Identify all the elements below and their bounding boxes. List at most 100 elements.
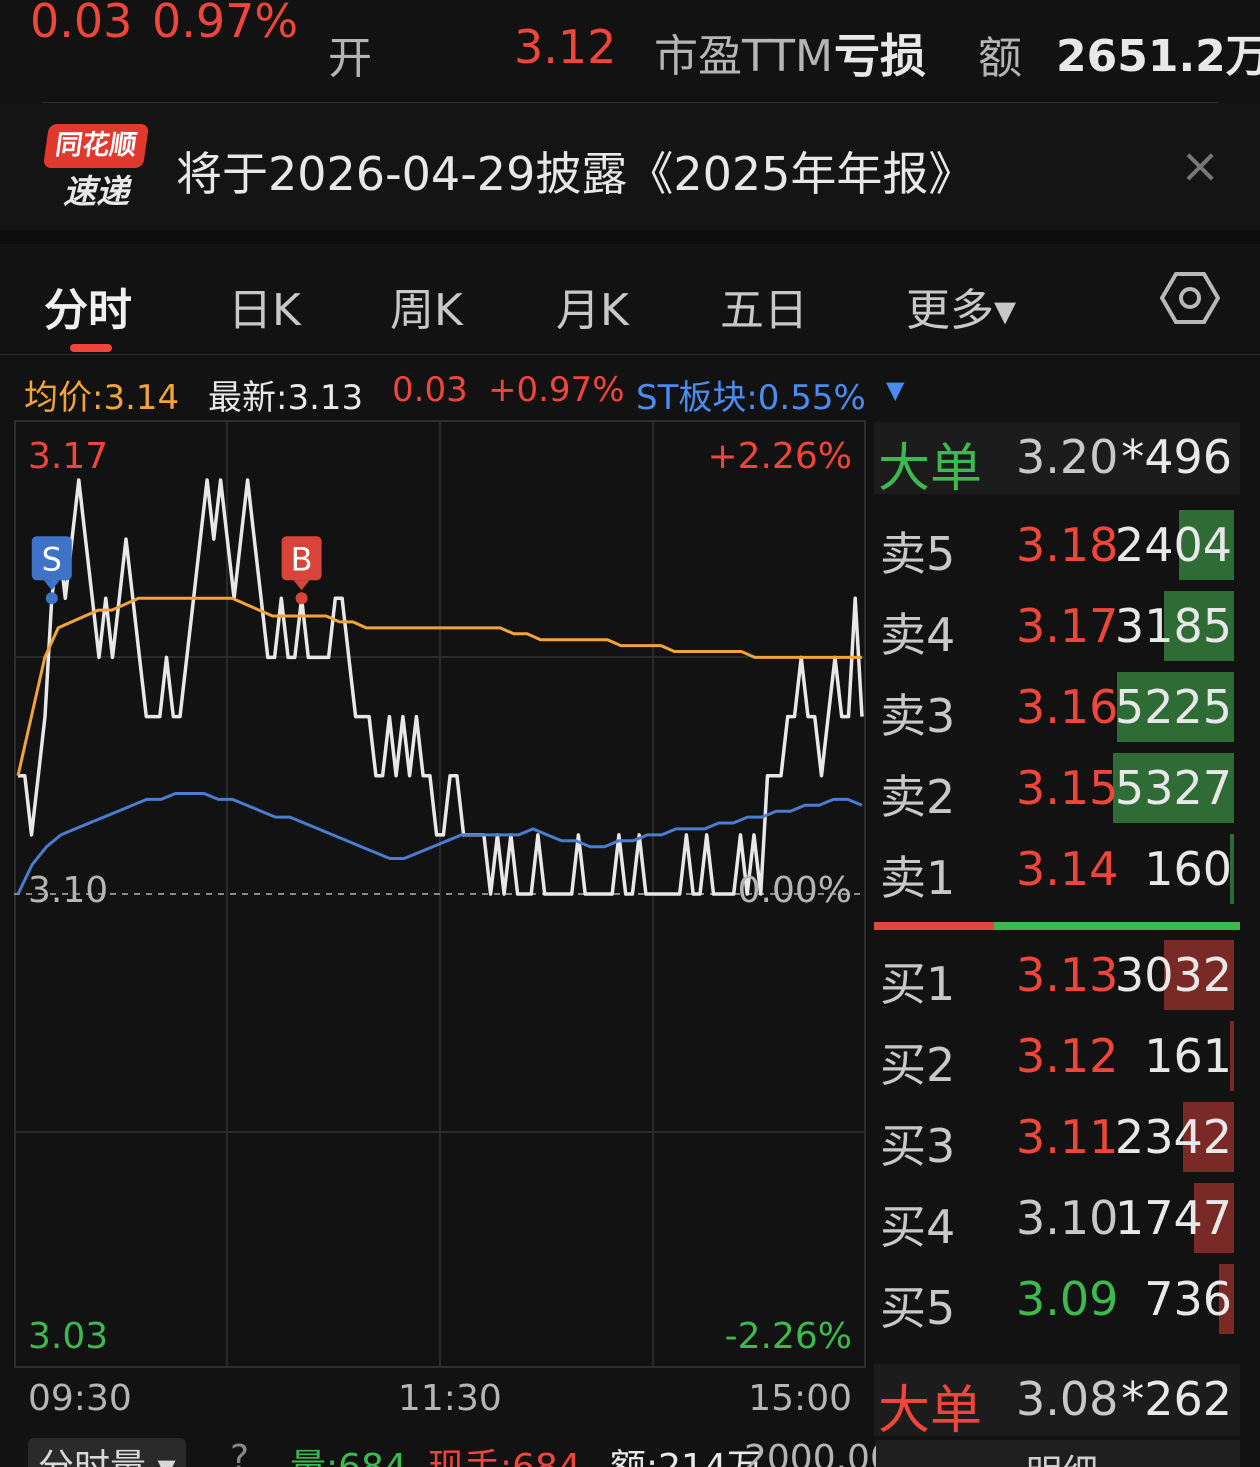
ask-row-3[interactable]: 卖3 3.16 5225 xyxy=(874,668,1240,746)
bid-row-2[interactable]: 买2 3.12 161 xyxy=(874,1017,1240,1095)
current-hand-value: 现手:684 xyxy=(428,1438,581,1467)
order-book: 大单 3.20 *496 卖5 3.18 2404 卖4 3.17 3185 卖3 3.16 5… xyxy=(874,420,1246,1467)
turnover-value: 额:214万 xyxy=(610,1438,763,1467)
top-divider xyxy=(42,102,1218,103)
volume-bar xyxy=(1179,510,1234,580)
level-volume: 3185 xyxy=(1114,599,1232,653)
info-change-pct: +0.97% xyxy=(488,370,625,410)
price-line xyxy=(18,478,864,896)
tabs-divider xyxy=(0,354,1260,355)
big-sell-order-row[interactable]: 大单 3.20 *496 xyxy=(874,422,1240,499)
volume-bar xyxy=(1164,940,1234,1010)
big-buy-order-row[interactable]: 大单 3.08 *262 xyxy=(874,1364,1240,1441)
big-sell-price: 3.20 xyxy=(1016,430,1119,484)
buy-marker[interactable]: B xyxy=(281,536,322,591)
level-label: 卖2 xyxy=(880,770,956,824)
y-max-label: 3.17 xyxy=(28,436,109,477)
x-tick-label: 09:30 xyxy=(28,1378,132,1419)
level-price: 3.17 xyxy=(1016,599,1119,653)
level-price: 3.16 xyxy=(1016,680,1119,734)
tab-more[interactable]: 更多▾ xyxy=(906,285,1017,336)
volume-bar xyxy=(1219,1264,1234,1334)
sector-dropdown-icon[interactable]: ▼ xyxy=(886,376,905,404)
volume-bar xyxy=(1164,591,1234,661)
ask-row-2[interactable]: 卖4 3.17 3185 xyxy=(874,587,1240,665)
amount-value: 2651.2万 xyxy=(1056,31,1260,82)
big-sell-volume: *496 xyxy=(1121,430,1232,484)
ask-row-1[interactable]: 卖5 3.18 2404 xyxy=(874,506,1240,584)
detail-label: 明细 xyxy=(1026,1444,1098,1467)
amount-label: 额 xyxy=(978,33,1022,84)
volume-bar xyxy=(1183,1102,1234,1172)
level-volume: 160 xyxy=(1144,842,1232,896)
tab-daily-k[interactable]: 日K xyxy=(228,285,301,336)
level-label: 卖1 xyxy=(880,851,956,905)
tab-monthly-k[interactable]: 月K xyxy=(556,285,629,336)
level-price: 3.09 xyxy=(1016,1272,1119,1326)
change-pct-value: 0.97% xyxy=(152,0,299,48)
ths-express-logo: 同花顺 速递 xyxy=(42,124,150,216)
average-price: 均价:3.14 xyxy=(24,378,180,418)
settings-hexagon-icon[interactable] xyxy=(1160,268,1220,328)
sell-marker[interactable]: S xyxy=(31,536,72,591)
time-axis: 09:30 11:30 15:00 xyxy=(14,1372,866,1428)
level-volume: 5225 xyxy=(1114,680,1232,734)
tab-five-day[interactable]: 五日 xyxy=(720,285,808,336)
level-volume: 161 xyxy=(1144,1029,1232,1083)
tab-intraday[interactable]: 分时 xyxy=(44,285,132,336)
bid-row-4[interactable]: 买4 3.10 1747 xyxy=(874,1179,1240,1257)
banner-text[interactable]: 将于2026-04-29披露《2025年年报》 xyxy=(176,147,975,201)
level-price: 3.10 xyxy=(1016,1191,1119,1245)
news-banner[interactable]: 同花顺 速递 将于2026-04-29披露《2025年年报》 × xyxy=(0,104,1260,230)
pe-value: 亏损 xyxy=(834,29,926,83)
open-value: 3.12 xyxy=(514,20,617,74)
y-min-label: 3.03 xyxy=(28,1316,109,1357)
detail-button[interactable]: 明细 xyxy=(876,1440,1240,1467)
ask-row-4[interactable]: 卖2 3.15 5327 xyxy=(874,749,1240,827)
level-price: 3.15 xyxy=(1016,761,1119,815)
y-mid-label: 3.10 xyxy=(28,870,109,911)
section-separator xyxy=(0,230,1260,244)
indicator-select[interactable]: 分时量 ▾ xyxy=(28,1438,186,1467)
level-volume: 5327 xyxy=(1114,761,1232,815)
ask-row-5[interactable]: 卖1 3.14 160 xyxy=(874,830,1240,908)
level-label: 买4 xyxy=(880,1200,956,1254)
change-value: 0.03 xyxy=(30,0,133,48)
bid-row-1[interactable]: 买1 3.13 3032 xyxy=(874,936,1240,1014)
y-min-pct-label: -2.26% xyxy=(724,1316,852,1357)
big-buy-label: 大单 xyxy=(878,1381,983,1441)
pe-label: 市盈TTM xyxy=(654,31,833,82)
quote-summary-row: 0.03 0.97% 开 3.12 市盈TTM 亏损 额 2651.2万 xyxy=(0,0,1260,100)
svg-text:B: B xyxy=(291,540,313,578)
volume-bar xyxy=(1230,1021,1234,1091)
big-sell-label: 大单 xyxy=(878,439,983,499)
bid-row-3[interactable]: 买3 3.11 2342 xyxy=(874,1098,1240,1176)
volume-info-row: 分时量 ▾ ? 量:684 现手:684 额:214万 2000.00 xyxy=(0,1432,1260,1467)
intraday-info-row: 均价:3.14 最新:3.13 0.03 +0.97% ST板块:0.55% ▼ xyxy=(0,356,1260,418)
sector-change[interactable]: ST板块:0.55% xyxy=(636,378,866,418)
level-price: 3.18 xyxy=(1016,518,1119,572)
level-label: 卖5 xyxy=(880,527,956,581)
volume-bar xyxy=(1117,672,1234,742)
level-volume: 736 xyxy=(1144,1272,1232,1326)
svg-text:S: S xyxy=(42,540,62,578)
tab-weekly-k[interactable]: 周K xyxy=(390,285,463,336)
help-icon[interactable]: ? xyxy=(230,1438,250,1467)
big-buy-volume: *262 xyxy=(1121,1372,1232,1426)
trade-point xyxy=(45,592,58,605)
level-volume: 3032 xyxy=(1114,948,1232,1002)
bid-row-5[interactable]: 买5 3.09 736 xyxy=(874,1260,1240,1338)
close-icon[interactable]: × xyxy=(1180,138,1221,194)
level-price: 3.14 xyxy=(1016,842,1119,896)
average-price-line xyxy=(16,596,862,777)
latest-price: 最新:3.13 xyxy=(208,378,364,418)
level-volume: 1747 xyxy=(1114,1191,1232,1245)
x-tick-label: 11:30 xyxy=(398,1378,502,1419)
x-tick-label: 15:00 xyxy=(748,1378,852,1419)
volume-bar xyxy=(1113,753,1234,823)
open-label: 开 xyxy=(328,33,372,84)
volume-bar xyxy=(1194,1183,1234,1253)
level-label: 买5 xyxy=(880,1281,956,1335)
